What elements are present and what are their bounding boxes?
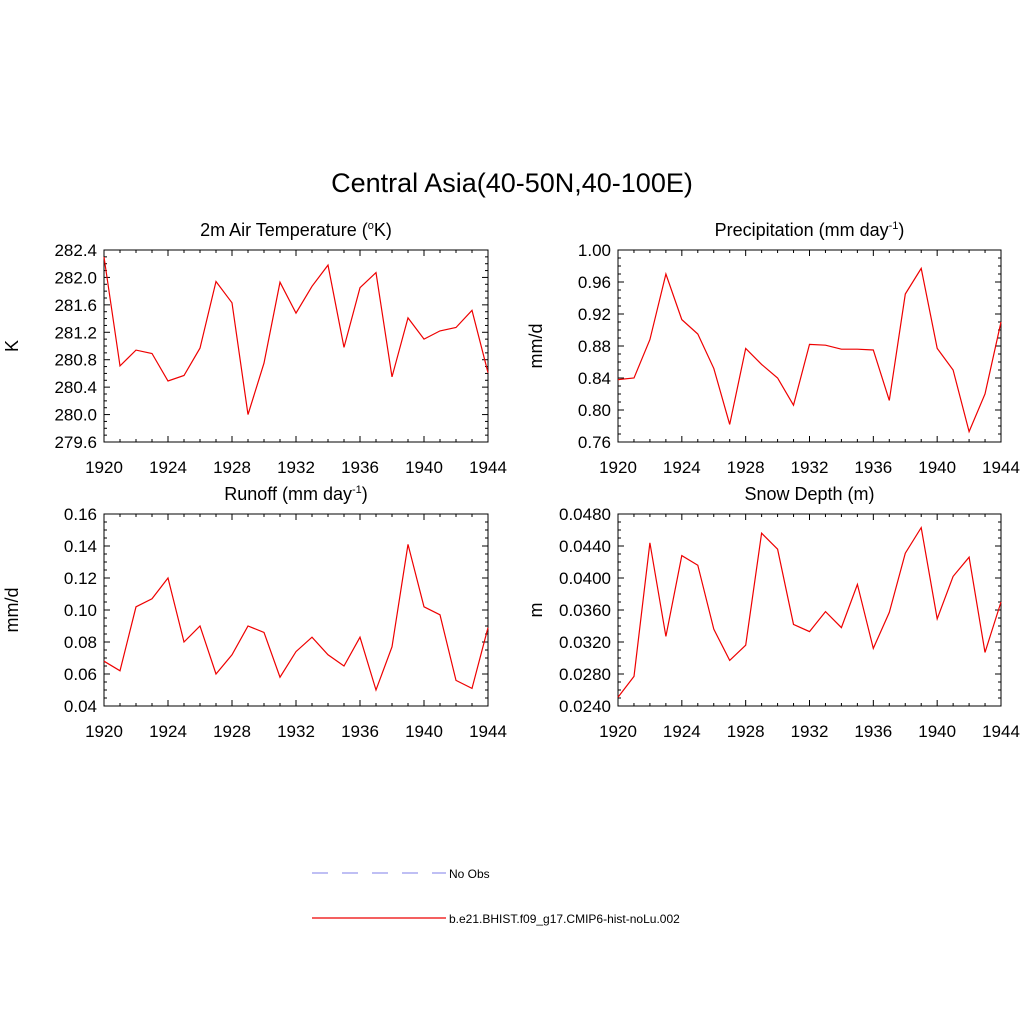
panel-title: Runoff (mm day-1)	[224, 484, 368, 504]
y-tick-label: 282.0	[54, 268, 97, 287]
x-tick-label: 1940	[918, 458, 956, 477]
y-tick-label: 0.06	[64, 665, 97, 684]
x-tick-label: 1928	[727, 458, 765, 477]
y-tick-label: 280.8	[54, 351, 97, 370]
series-line	[617, 525, 1002, 698]
x-tick-label: 1932	[277, 458, 315, 477]
x-tick-label: 1920	[85, 722, 123, 741]
x-tick-label: 1924	[149, 722, 187, 741]
panel-2: 1920 1924 1928 1932 1936 1940 1944 0.76 0.80 0.84…	[526, 220, 1020, 477]
y-axis-label: mm/d	[2, 588, 22, 633]
x-tick-label: 1928	[727, 722, 765, 741]
y-tick-label: 0.0240	[559, 697, 611, 716]
series-line	[103, 256, 489, 415]
x-tick-label: 1932	[277, 722, 315, 741]
x-tick-label: 1944	[982, 722, 1020, 741]
y-tick-label: 0.14	[64, 537, 97, 556]
x-tick-label: 1924	[663, 722, 701, 741]
x-tick-label: 1924	[663, 458, 701, 477]
y-tick-label: 0.12	[64, 569, 97, 588]
x-tick-label: 1936	[341, 722, 379, 741]
y-axis-label: mm/d	[526, 324, 546, 369]
x-tick-label: 1944	[982, 458, 1020, 477]
y-tick-label: 0.04	[64, 697, 97, 716]
x-tick-label: 1940	[405, 722, 443, 741]
plot-frame	[103, 249, 489, 443]
panel-title: 2m Air Temperature (oK)	[200, 220, 392, 240]
x-tick-label: 1940	[405, 458, 443, 477]
panel-3: 1920 1924 1928 1932 1936 1940 1944 0.04 0.06 0.08…	[2, 484, 507, 741]
x-tick-label: 1924	[149, 458, 187, 477]
y-tick-label: 0.0360	[559, 601, 611, 620]
x-tick-label: 1932	[791, 458, 829, 477]
x-tick-label: 1920	[599, 722, 637, 741]
x-tick-label: 1944	[469, 458, 507, 477]
y-axis-label: m	[526, 603, 546, 618]
y-tick-label: 281.2	[54, 323, 97, 342]
series-line	[103, 544, 489, 692]
panel-title: Snow Depth (m)	[744, 484, 874, 504]
x-tick-label: 1928	[213, 722, 251, 741]
y-tick-label: 279.6	[54, 433, 97, 452]
y-tick-label: 0.0400	[559, 569, 611, 588]
y-tick-label: 0.10	[64, 601, 97, 620]
legend-label: b.e21.BHIST.f09_g17.CMIP6-hist-noLu.002	[449, 912, 680, 926]
y-tick-label: 1.00	[578, 241, 611, 260]
series-line	[617, 266, 1002, 434]
x-tick-label: 1940	[918, 722, 956, 741]
panel-1: 1920 1924 1928 1932 1936 1940 1944 279.6 280.0 28…	[2, 220, 507, 477]
x-tick-label: 1920	[599, 458, 637, 477]
y-tick-label: 280.0	[54, 406, 97, 425]
x-tick-label: 1928	[213, 458, 251, 477]
x-tick-label: 1936	[854, 722, 892, 741]
y-axis-label: K	[2, 340, 22, 352]
y-tick-label: 282.4	[54, 241, 97, 260]
y-tick-label: 0.0280	[559, 665, 611, 684]
y-tick-label: 0.80	[578, 401, 611, 420]
y-tick-label: 0.76	[578, 433, 611, 452]
x-tick-label: 1936	[341, 458, 379, 477]
legend-label: No Obs	[449, 867, 490, 881]
legend: No Obs b.e21.BHIST.f09_g17.CMIP6-hist-noL…	[312, 867, 680, 926]
y-tick-label: 281.6	[54, 296, 97, 315]
y-tick-label: 0.84	[578, 369, 611, 388]
panel-title: Precipitation (mm day-1)	[715, 220, 905, 240]
y-tick-label: 0.0320	[559, 633, 611, 652]
y-tick-label: 0.08	[64, 633, 97, 652]
y-tick-label: 0.0480	[559, 505, 611, 524]
y-tick-label: 0.16	[64, 505, 97, 524]
figure-title: Central Asia(40-50N,40-100E)	[331, 168, 693, 198]
y-tick-label: 0.0440	[559, 537, 611, 556]
panel-4: 1920 1924 1928 1932 1936 1940 1944 0.0240 0.0280…	[526, 484, 1020, 741]
y-tick-label: 0.88	[578, 337, 611, 356]
plot-frame	[617, 513, 1002, 707]
x-tick-label: 1936	[854, 458, 892, 477]
y-tick-label: 0.92	[578, 305, 611, 324]
x-tick-label: 1944	[469, 722, 507, 741]
y-tick-label: 0.96	[578, 273, 611, 292]
x-tick-label: 1920	[85, 458, 123, 477]
x-tick-label: 1932	[791, 722, 829, 741]
y-tick-label: 280.4	[54, 378, 97, 397]
